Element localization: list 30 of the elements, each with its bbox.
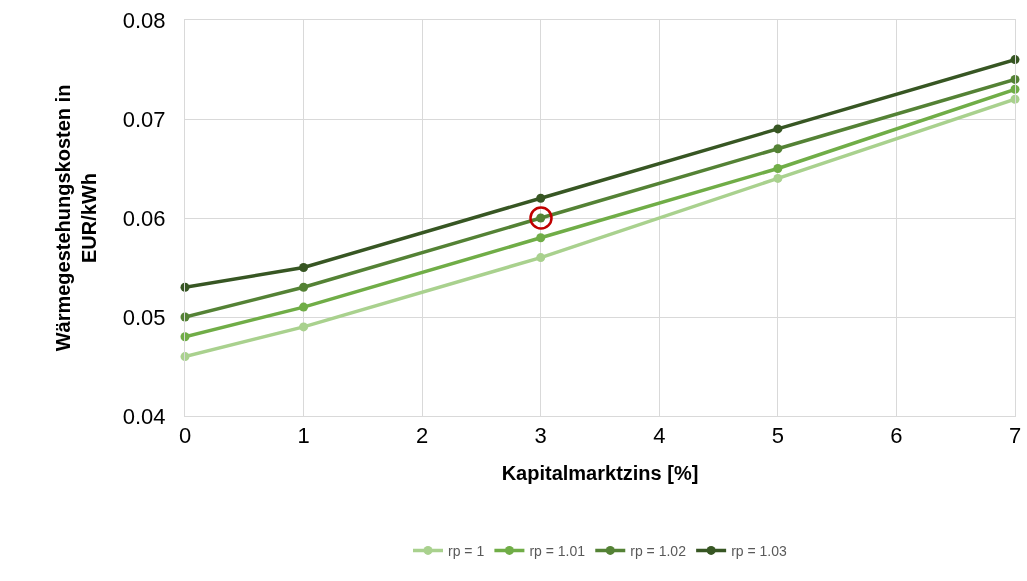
point xyxy=(536,233,546,243)
x-tick-label: 5 xyxy=(771,423,784,449)
legend-label: rp = 1 xyxy=(448,542,485,559)
point xyxy=(536,193,546,203)
point xyxy=(773,124,783,134)
point xyxy=(299,282,309,292)
point xyxy=(299,302,309,312)
y-tick-label: 0.08 xyxy=(122,7,166,33)
point xyxy=(299,322,309,332)
point xyxy=(536,253,546,263)
legend-label: rp = 1.01 xyxy=(529,542,586,559)
legend-label: rp = 1.02 xyxy=(630,542,687,559)
y-tick-label: 0.07 xyxy=(122,106,166,132)
point xyxy=(773,164,783,173)
x-tick-label: 4 xyxy=(653,423,666,449)
legend-label: rp = 1.03 xyxy=(731,542,787,559)
y-tick-label: 0.06 xyxy=(122,205,166,231)
y-axis-title: Wärmegestehungskosten in EUR/kWh xyxy=(52,84,101,352)
y-tick-label: 0.04 xyxy=(122,403,166,429)
x-axis-title: Kapitalmarktzins [%] xyxy=(501,461,699,484)
point xyxy=(773,173,783,183)
x-tick-label: 7 xyxy=(1008,423,1022,449)
point xyxy=(773,144,783,154)
x-tick-label: 1 xyxy=(297,423,310,449)
x-tick-label: 0 xyxy=(178,423,192,449)
x-tick-label: 2 xyxy=(416,423,429,449)
x-tick-label: 3 xyxy=(534,423,547,449)
x-tick-label: 6 xyxy=(890,423,903,449)
y-tick-label: 0.05 xyxy=(122,304,166,330)
point xyxy=(299,263,309,272)
